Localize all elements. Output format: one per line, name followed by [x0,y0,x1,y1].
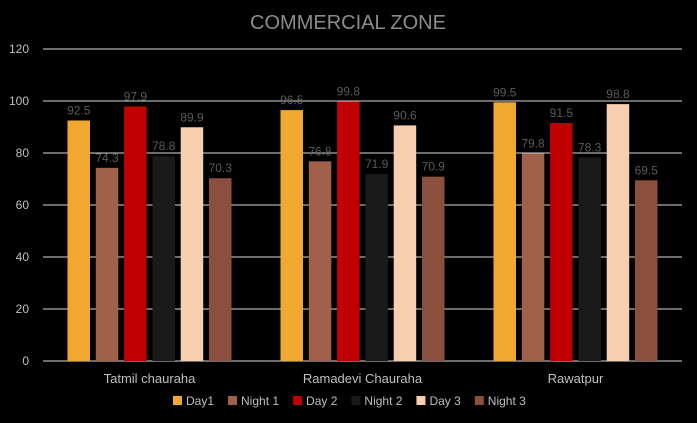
bar-2-5 [635,180,658,361]
bar-0-3 [152,156,175,361]
y-tick-label: 80 [16,146,30,160]
data-label: 99.8 [337,85,361,99]
legend-swatch [293,396,303,405]
bar-0-4 [180,127,204,361]
legend-label: Day1 [186,394,214,408]
bar-1-2 [337,101,360,362]
legend: Day1 Night 1 Day 2 Night 2 Day 3 Night 3 [173,394,526,408]
data-label: 78.3 [578,140,602,154]
y-tick-label: 60 [16,198,30,212]
data-label: 74.3 [95,151,119,165]
data-label: 78.8 [152,139,176,153]
y-tick-label: 20 [16,302,30,316]
bar-1-5 [422,176,445,361]
data-label: 69.5 [635,163,659,177]
legend-swatch [351,396,361,405]
bars [67,101,658,362]
data-label: 76.8 [308,144,332,158]
gridlines [43,48,682,362]
legend-swatch [474,396,484,405]
bar-2-3 [578,157,601,361]
bar-1-3 [365,174,388,361]
legend-swatch [416,396,426,405]
legend-label: Night 3 [488,394,526,408]
bar-0-5 [209,178,232,361]
data-label: 97.9 [124,89,148,103]
data-label: 96.5 [280,93,304,107]
bar-0-2 [124,106,147,362]
bar-2-0 [493,102,516,362]
data-label: 92.5 [67,104,91,118]
bar-1-1 [308,161,332,361]
legend-label: Day 3 [429,394,461,408]
data-labels: 92.5 74.3 97.9 78.8 89.9 70.3 96.5 76.8 99.8 71.9… [67,85,658,178]
y-tick-label: 40 [16,250,30,264]
data-label: 70.3 [209,161,233,175]
data-label: 99.5 [493,85,517,99]
y-tick-label: 100 [9,94,29,108]
legend-swatch [228,396,238,405]
category-label: Ramadevi Chauraha [303,371,423,386]
y-tick-label: 0 [22,354,29,368]
chart-title: COMMERCIAL ZONE [250,12,446,34]
bar-2-4 [606,104,630,362]
bar-1-4 [393,125,417,361]
bar-2-1 [521,153,545,361]
bar-1-0 [280,110,303,361]
legend-swatch [173,396,182,405]
data-label: 70.9 [422,160,446,174]
category-label: Rawatpur [548,371,604,386]
data-label: 91.5 [550,106,574,120]
y-axis-ticks: 0 20 40 60 80 100 120 [9,42,29,368]
legend-label: Day 2 [306,394,338,408]
data-label: 89.9 [180,110,204,124]
legend-label: Night 1 [241,394,279,408]
data-label: 71.9 [365,157,389,171]
y-tick-label: 120 [9,42,29,56]
bar-0-0 [67,120,90,361]
data-label: 79.8 [521,137,545,151]
bar-2-2 [550,123,573,361]
x-axis-categories: Tatmil chauraha Ramadevi Chauraha Rawatpur [104,371,604,386]
category-label: Tatmil chauraha [104,371,197,386]
data-label: 98.8 [606,87,630,101]
bar-0-1 [95,167,119,361]
data-label: 90.6 [393,108,417,122]
legend-label: Night 2 [364,394,402,408]
